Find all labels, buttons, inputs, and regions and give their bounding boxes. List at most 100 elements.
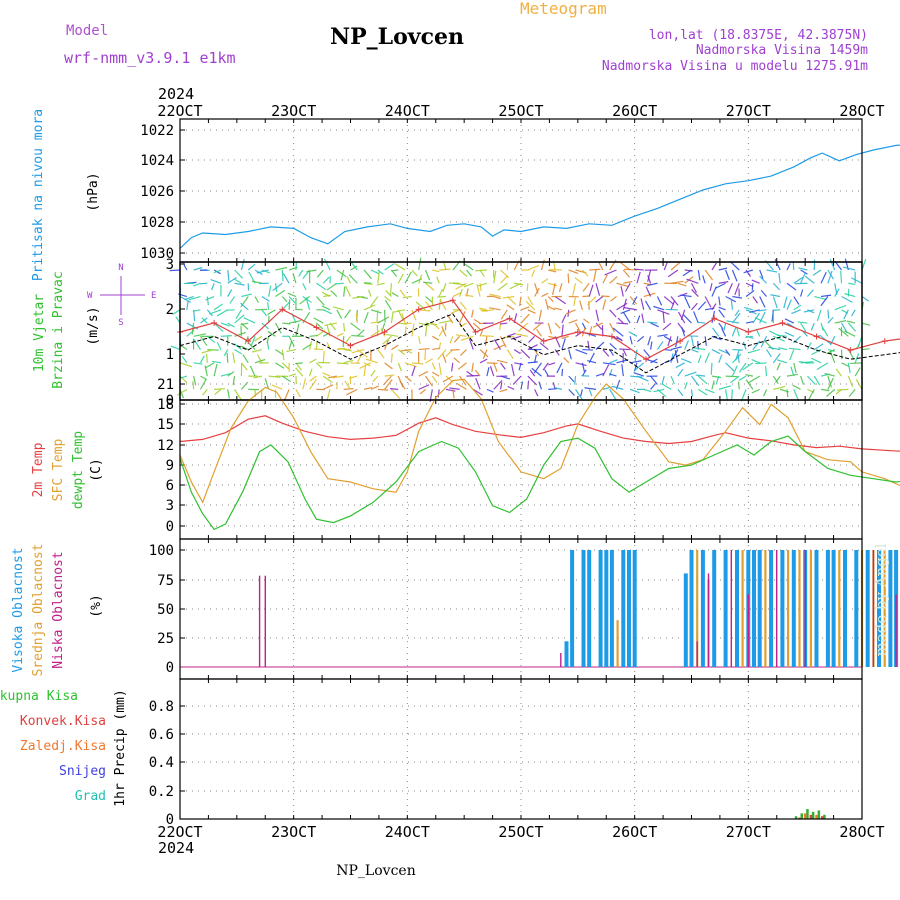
wind-direction-arrow [751,279,760,284]
wind-direction-arrow [206,353,208,363]
wind-direction-arrow [752,340,761,350]
wind-direction-arrow [718,281,729,284]
wind-direction-arrow [527,296,534,306]
wind-direction-arrow [489,293,501,298]
wind-direction-arrow [227,276,237,284]
wind-direction-arrow [193,375,197,386]
wind-direction-arrow [752,296,759,304]
wind-direction-arrow [439,268,451,271]
bar-high [683,573,688,667]
y-tick-label: 25 [157,631,174,647]
wind-direction-arrow [359,362,372,369]
wind-direction-arrow [686,278,699,284]
wind-direction-arrow [861,322,871,326]
bar-high [627,550,631,667]
wind-direction-arrow [814,295,827,301]
wind-direction-arrow [729,261,740,271]
wind-direction-arrow [527,309,536,314]
wind-direction-arrow [457,362,467,370]
wind-direction-arrow [738,375,747,381]
wind-direction-arrow [609,389,617,400]
wind-direction-arrow [445,388,456,392]
compass-legend: N S W E [87,263,156,328]
wind-direction-arrow [507,332,516,337]
wind-direction-arrow [693,311,699,324]
wind-direction-arrow [662,311,665,324]
wind-direction-arrow [283,389,290,401]
wind-direction-arrow [653,305,665,311]
wind-direction-arrow [573,296,577,307]
wind-direction-arrow [538,381,543,390]
wind-direction-arrow [464,263,474,271]
wind-direction-arrow [730,298,734,310]
wind-direction-arrow [744,306,754,311]
gust-marker [347,342,354,349]
wind-direction-arrow [350,265,358,271]
wind-direction-arrow [745,290,755,298]
wind-direction-arrow [691,349,699,353]
wind-direction-arrow [527,361,538,364]
wind-direction-arrow [758,309,767,312]
wind-direction-arrow [226,353,229,363]
wind-direction-arrow [377,349,385,359]
wind-direction-arrow [475,377,481,390]
wind-direction-arrow [392,309,406,313]
wind-direction-arrow [632,296,638,305]
wind-direction-arrow [650,322,659,328]
wind-direction-arrow [667,269,679,278]
wind-direction-arrow [431,362,436,370]
wind-direction-arrow [227,269,230,282]
wind-direction-arrow [438,288,444,297]
wind-direction-arrow [697,321,706,324]
wind-direction-arrow [649,341,653,350]
wind-direction-arrow [807,309,815,314]
wind-direction-arrow [201,317,208,324]
wind-direction-arrow [547,296,554,303]
bottom-tick-label: 22OCT [157,823,202,841]
wind-direction-arrow [690,282,697,293]
wind-direction-arrow [323,294,331,298]
wind-direction-arrow [718,306,726,311]
series-line-temp2m [179,415,900,452]
wind-direction-arrow [253,335,263,342]
sfc-temp-label: SFC Temp [51,439,66,502]
wind-direction-arrow [459,288,463,297]
wind-direction-arrow [847,349,855,360]
wind-direction-arrow [760,289,767,297]
bar-high [598,550,603,667]
wind-direction-arrow [725,269,730,280]
wind-direction-arrow [847,322,857,332]
wind-direction-arrow [345,335,351,344]
wind-direction-arrow [749,309,760,314]
wind-direction-arrow [748,349,760,354]
wind-direction-arrow [309,358,317,364]
wind-direction-arrow [493,270,497,284]
wind-direction-arrow [181,356,188,364]
gust-marker [449,297,456,304]
wind-direction-arrow [812,269,822,276]
bar-high [712,550,717,667]
wind-direction-arrow [257,354,263,364]
wind-direction-arrow [808,389,815,401]
series-line-speed [179,313,900,374]
gust-marker [813,333,820,340]
wind-direction-arrow [567,273,570,284]
wind-direction-arrow [493,362,498,372]
wind-direction-arrow [554,349,560,356]
wind-direction-arrow [616,322,629,325]
wind-direction-arrow [288,340,293,350]
bar-high [632,550,637,667]
wind-direction-arrow [350,322,361,331]
pressure-ylabel: Pritisak na nivou mora (hPa) [31,109,101,281]
wind-direction-arrow [837,388,849,391]
wind-direction-arrow [582,295,590,298]
wind-direction-arrow [718,349,729,355]
wind-direction-arrow [622,311,631,324]
y-tick-label: 6 [166,478,174,494]
wind-direction-arrow [315,322,324,330]
wind-direction-arrow [486,367,490,377]
wind-direction-arrow [541,292,549,298]
y-tick-label: 21 [157,377,174,393]
y-tick-label: 1028 [140,215,174,231]
wind-direction-arrow [798,267,808,271]
